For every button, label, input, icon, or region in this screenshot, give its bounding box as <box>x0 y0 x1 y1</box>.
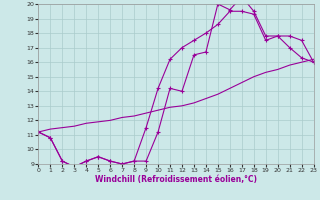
X-axis label: Windchill (Refroidissement éolien,°C): Windchill (Refroidissement éolien,°C) <box>95 175 257 184</box>
